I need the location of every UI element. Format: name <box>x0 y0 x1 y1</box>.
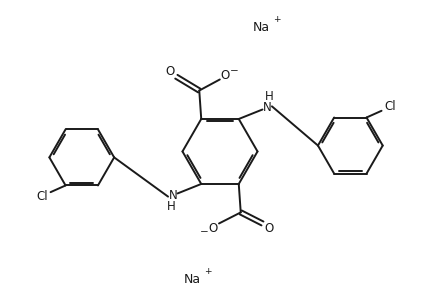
Text: H: H <box>167 200 176 213</box>
Text: Cl: Cl <box>385 100 396 113</box>
Text: O: O <box>166 65 175 78</box>
Text: H: H <box>264 90 273 103</box>
Text: N: N <box>169 189 177 202</box>
Text: −: − <box>230 66 239 76</box>
Text: O: O <box>221 69 230 82</box>
Text: Na: Na <box>253 21 270 33</box>
Text: −: − <box>200 227 209 237</box>
Text: +: + <box>205 267 212 277</box>
Text: N: N <box>263 101 271 115</box>
Text: Na: Na <box>184 273 201 286</box>
Text: O: O <box>209 222 218 235</box>
Text: Cl: Cl <box>36 190 48 203</box>
Text: O: O <box>264 222 273 235</box>
Text: +: + <box>274 15 281 24</box>
